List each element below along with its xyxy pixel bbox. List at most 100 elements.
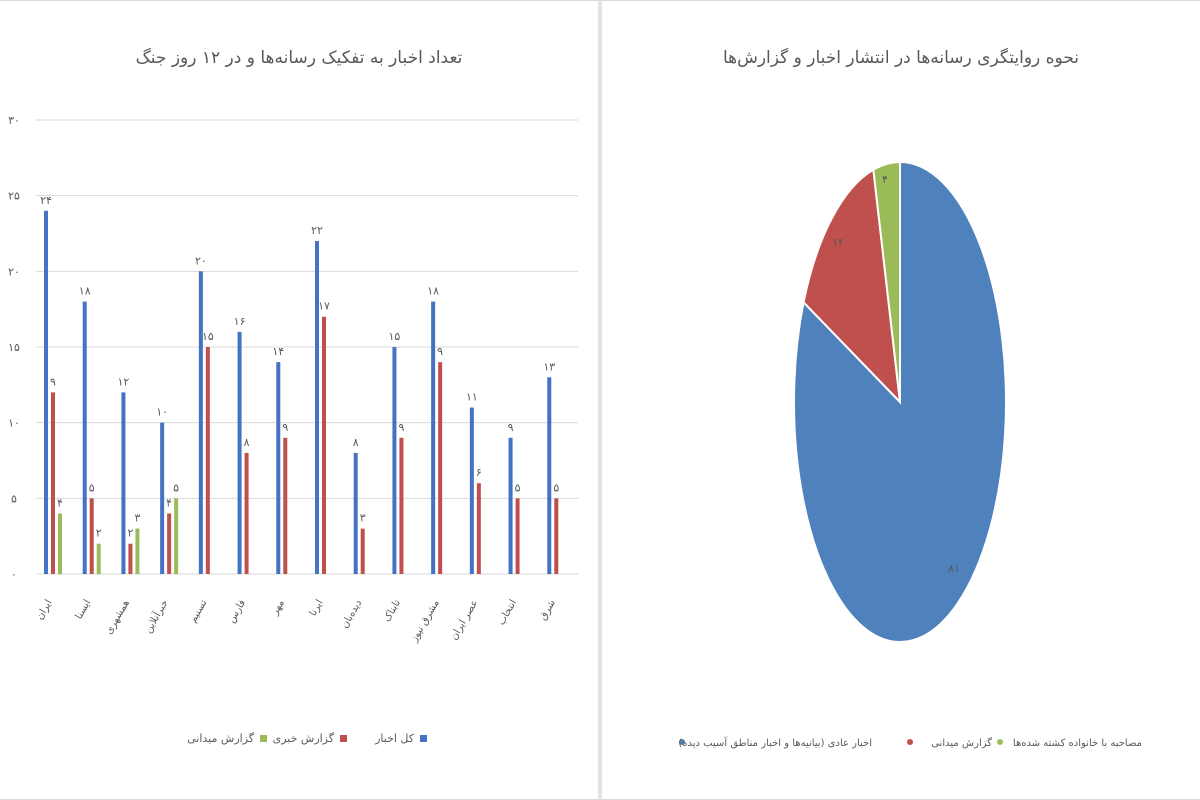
data-label: ۶ <box>476 466 482 479</box>
data-label: ۲ <box>127 527 133 540</box>
x-tick-label: مهر <box>269 598 287 618</box>
data-label: ۱۸ <box>79 285 91 298</box>
pie-chart-title: نحوه روایتگری رسانه‌ها در انتشار اخبار و… <box>722 48 1080 68</box>
bar-chart-panel: تعداد اخبار به تفکیک رسانه‌ها و در ۱۲ رو… <box>0 0 598 800</box>
bar <box>44 210 48 575</box>
top-border <box>0 0 1200 1</box>
y-tick-label: ۱۵ <box>8 341 20 354</box>
bar-chart-svg: ۰۵۱۰۱۵۲۰۲۵۳۰۲۴۹۴ایران۱۸۵۲ایسنا۱۲۲۳همشهری… <box>8 114 578 745</box>
legend-label: کل اخبار <box>374 732 415 745</box>
x-tick-label: مشرق نیوز <box>408 598 441 645</box>
data-label: ۴ <box>57 496 63 509</box>
bar <box>135 528 140 574</box>
legend-label: اخبار عادی (بیانیه‌ها و اخبار مناطق آسیب… <box>678 736 872 749</box>
bar <box>128 543 133 574</box>
x-tick-label: تابناک <box>382 598 403 624</box>
bar <box>167 513 172 574</box>
data-label: ۳ <box>360 512 366 525</box>
data-label: ۱۰ <box>156 406 168 419</box>
x-tick-label: عصر ایران <box>449 598 481 642</box>
bar <box>89 498 94 574</box>
bar <box>174 498 179 574</box>
bar <box>547 377 552 574</box>
data-label: ۳ <box>134 512 140 525</box>
slice-label: ۴ <box>882 173 888 186</box>
data-label: ۲۴ <box>40 194 52 207</box>
bar <box>315 241 319 575</box>
bar <box>237 331 242 574</box>
bar <box>476 483 481 574</box>
y-tick-label: ۳۰ <box>8 114 20 127</box>
bar <box>58 513 62 574</box>
pie-chart-panel: نحوه روایتگری رسانه‌ها در انتشار اخبار و… <box>602 0 1200 800</box>
bar <box>508 437 513 574</box>
x-tick-label: تسنیم <box>188 598 210 625</box>
panel-divider <box>598 0 602 800</box>
bar <box>244 452 249 574</box>
legend-label: گزارش خبری <box>273 732 335 745</box>
data-label: ۲ <box>96 527 102 540</box>
bar <box>276 362 281 574</box>
pie-slice <box>872 160 901 403</box>
bar <box>515 498 520 574</box>
legend-swatch <box>420 735 427 742</box>
bar <box>160 422 165 574</box>
y-tick-label: ۲۰ <box>8 265 20 278</box>
bar <box>322 316 326 574</box>
legend-swatch <box>907 739 913 745</box>
data-label: ۴ <box>166 496 172 509</box>
bar <box>431 301 436 574</box>
data-label: ۵ <box>515 481 521 494</box>
data-label: ۱۸ <box>427 285 439 298</box>
x-tick-label: انتخاب <box>496 598 519 627</box>
bar <box>554 498 559 574</box>
data-label: ۵ <box>89 481 95 494</box>
pie-slice <box>792 160 1007 643</box>
data-label: ۲۲ <box>311 224 323 237</box>
bar <box>121 392 126 574</box>
bar <box>360 528 365 574</box>
legend-label: گزارش میدانی <box>931 737 992 749</box>
bar <box>438 362 443 574</box>
y-tick-label: ۰ <box>11 568 17 581</box>
data-label: ۹ <box>282 421 288 434</box>
data-label: ۱۷ <box>318 300 330 313</box>
data-label: ۱۱ <box>466 391 478 404</box>
bar <box>392 347 397 574</box>
data-label: ۹ <box>437 345 443 358</box>
data-label: ۲۰ <box>195 254 207 267</box>
data-label: ۸ <box>244 436 250 449</box>
bar <box>353 452 358 574</box>
bar <box>399 437 404 574</box>
y-tick-label: ۲۵ <box>8 190 20 203</box>
data-label: ۱۲ <box>118 375 130 388</box>
x-tick-label: همشهری <box>104 598 132 636</box>
y-tick-label: ۵ <box>11 492 17 505</box>
x-tick-label: خبرآنلاین <box>141 597 171 635</box>
x-tick-label: ایران <box>34 598 54 622</box>
bar <box>469 407 474 574</box>
legend-swatch <box>260 735 267 742</box>
slice-label: ۱۴ <box>832 236 844 249</box>
bar <box>82 301 87 574</box>
x-tick-label: ایسنا <box>74 598 94 621</box>
data-label: ۱۶ <box>234 315 246 328</box>
data-label: ۱۵ <box>389 330 401 343</box>
data-label: ۹ <box>50 375 56 388</box>
pie-slice <box>802 168 902 405</box>
bar <box>283 437 288 574</box>
data-label: ۱۵ <box>202 330 214 343</box>
data-label: ۹ <box>508 421 514 434</box>
legend-label: گزارش میدانی <box>187 732 255 745</box>
data-label: ۸ <box>353 436 359 449</box>
x-tick-label: فارس <box>226 598 248 625</box>
bar <box>205 347 210 574</box>
legend-swatch <box>679 739 685 745</box>
x-tick-label: شرق <box>538 598 558 622</box>
y-tick-label: ۱۰ <box>8 417 20 430</box>
data-label: ۵ <box>173 481 179 494</box>
legend-swatch <box>340 735 347 742</box>
legend-swatch <box>997 739 1003 745</box>
slice-label: ۸۱ <box>948 562 960 575</box>
x-tick-label: دیده‌بان <box>339 598 364 630</box>
